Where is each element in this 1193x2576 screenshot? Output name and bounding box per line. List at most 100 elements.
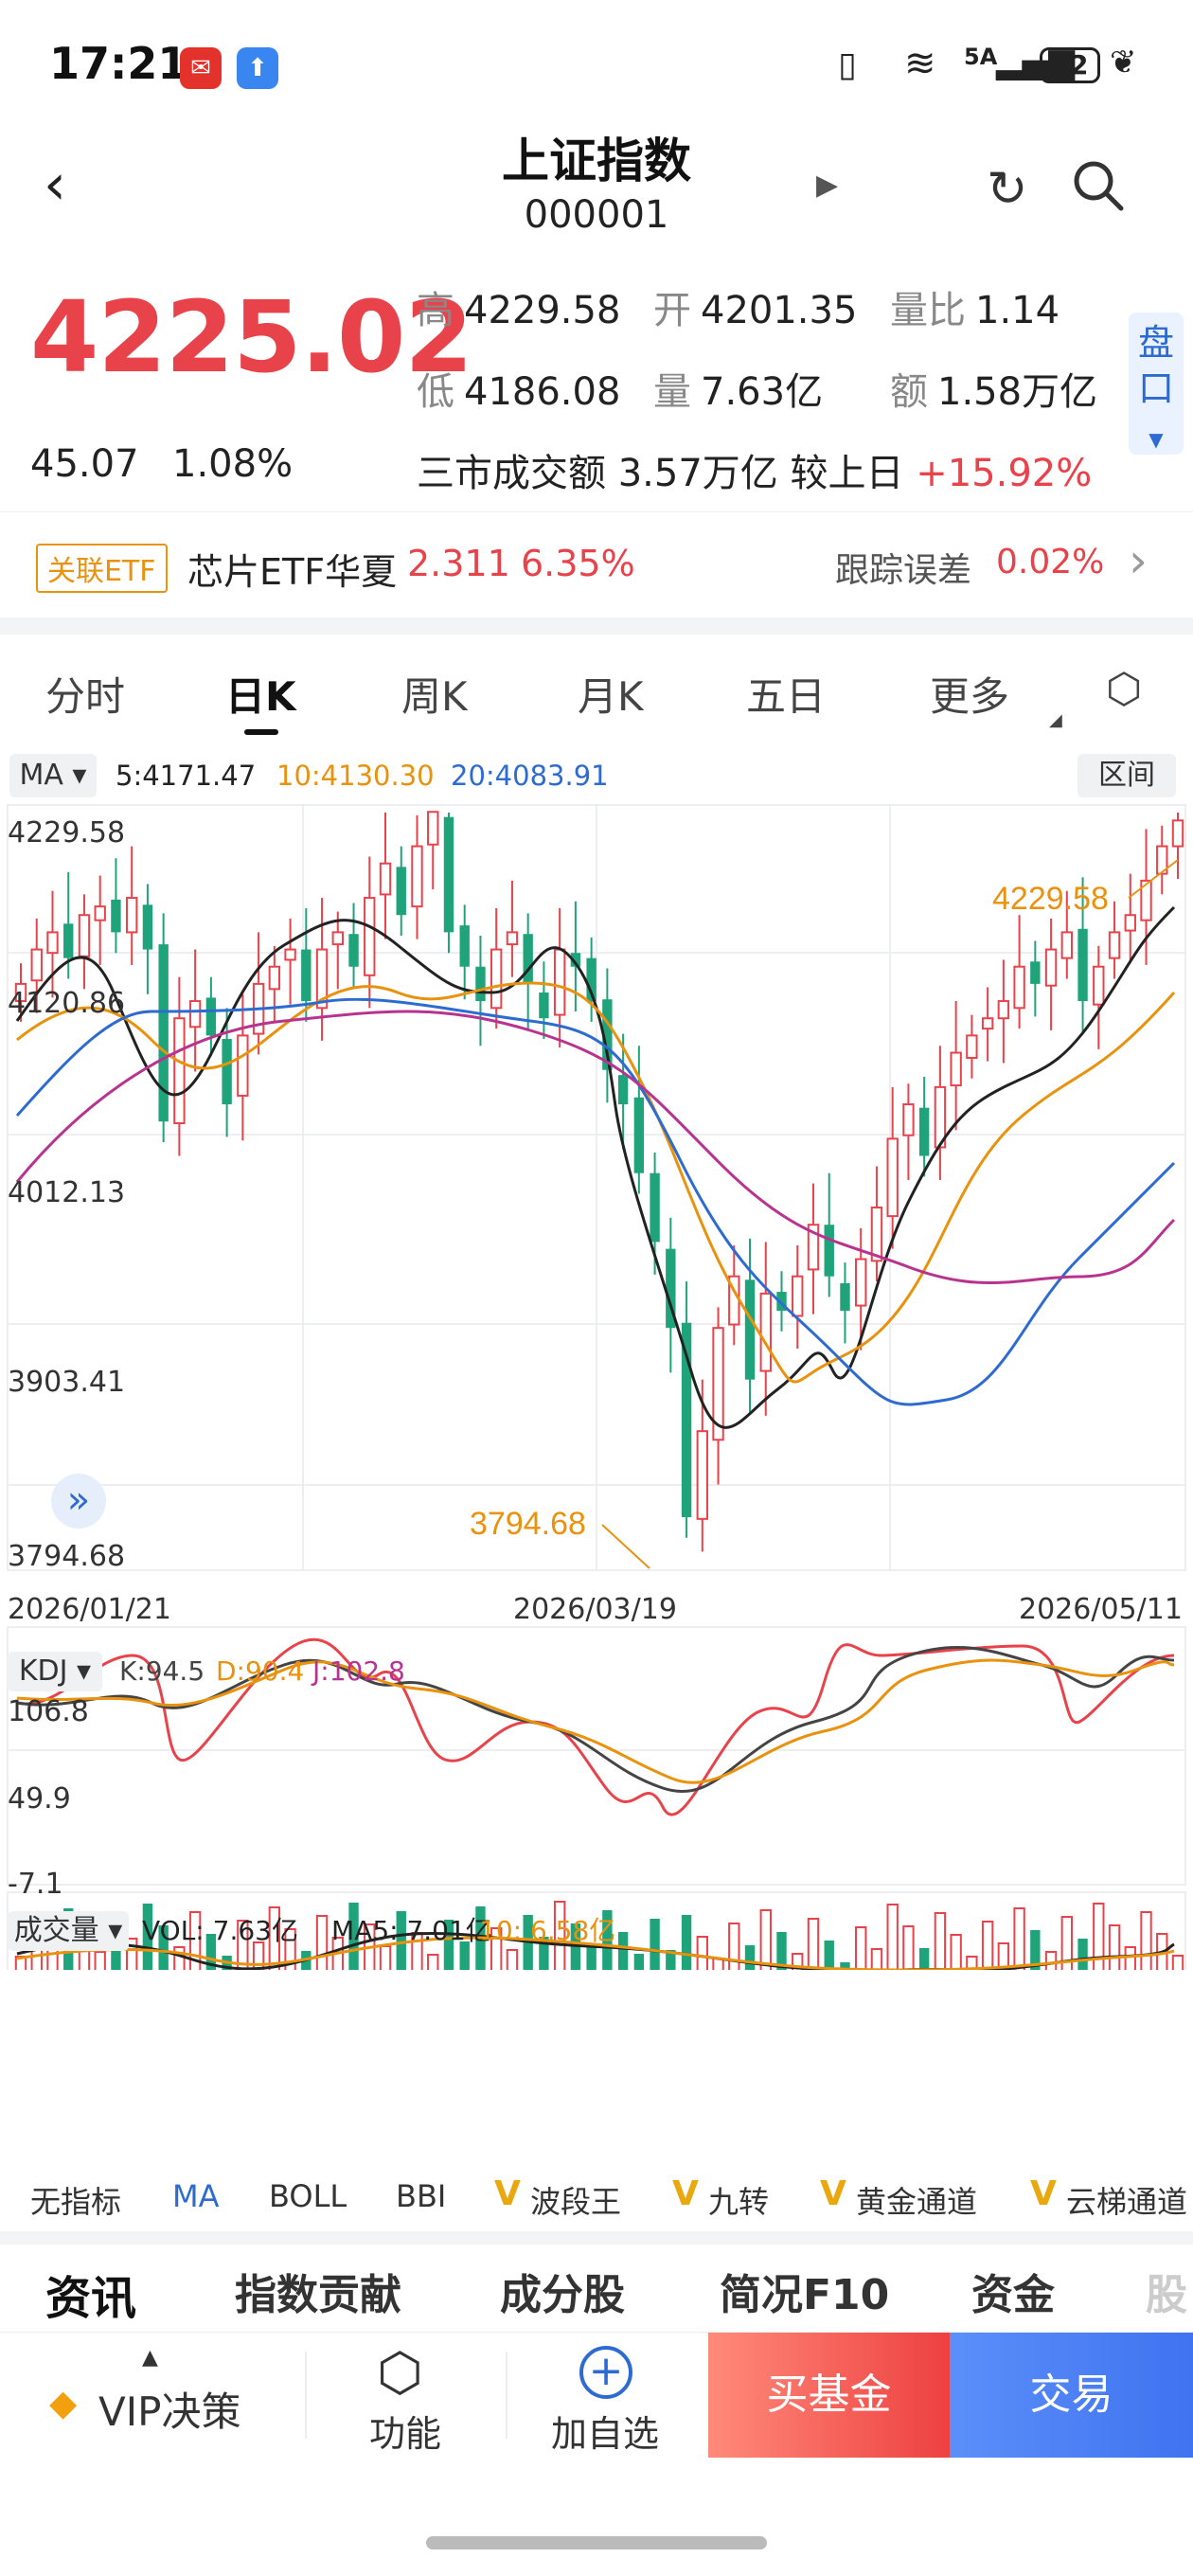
- etf-tag: 关联ETF: [36, 544, 168, 593]
- refresh-icon[interactable]: ↻: [987, 161, 1028, 218]
- divider: [0, 2231, 1193, 2245]
- leaf-icon: ❦: [1110, 44, 1137, 81]
- kdj-selector[interactable]: KDJ ▾: [8, 1652, 102, 1691]
- volume-bar: [158, 1925, 169, 1970]
- candle: [1156, 845, 1168, 875]
- ind-boduanwang[interactable]: 波段王: [530, 2184, 622, 2220]
- candle: [158, 944, 169, 1122]
- ma20-value: 20:4083.91: [451, 760, 609, 792]
- volume-bar: [94, 1951, 106, 1970]
- volume-bar: [886, 1904, 899, 1970]
- kline-svg[interactable]: 4229.58 3794.68: [0, 803, 1193, 1970]
- pankou-button[interactable]: 盘口 ▼: [1129, 313, 1184, 455]
- volume-bar: [633, 1954, 645, 1970]
- vip-decision-button[interactable]: ▲ ◆ VIP决策: [0, 2333, 303, 2458]
- candle: [1093, 965, 1105, 1006]
- candle: [301, 949, 312, 1002]
- candle: [315, 948, 329, 1010]
- divider: [305, 2352, 307, 2439]
- tab-contribution[interactable]: 指数贡献: [235, 2271, 401, 2319]
- search-icon[interactable]: [1070, 157, 1127, 218]
- tab-fenshi[interactable]: 分时: [45, 673, 126, 720]
- kline-chart-area: MA ▾ 5:4171.47 10:4130.30 20:4083.91 区间: [0, 748, 1193, 2226]
- tab-monthly-k[interactable]: 月K: [578, 673, 644, 720]
- open-field: 开 4201.35: [653, 279, 857, 334]
- ma-selector-label: MA: [19, 759, 63, 792]
- ind-boll[interactable]: BOLL: [269, 2178, 347, 2214]
- volume-bar: [997, 1942, 1010, 1970]
- etf-pct: 6.35%: [521, 543, 635, 584]
- kdj-j: J:102.8: [312, 1655, 405, 1687]
- ind-bbi[interactable]: BBI: [396, 2178, 447, 2214]
- tab-more[interactable]: 更多: [930, 673, 1010, 720]
- ind-huangjin[interactable]: 黄金通道: [856, 2184, 978, 2220]
- volume-bar: [348, 1903, 359, 1970]
- ratio-value: 1.14: [975, 289, 1060, 332]
- candle: [586, 957, 596, 1002]
- vip-v-icon: V: [494, 2174, 521, 2213]
- home-indicator[interactable]: [426, 2536, 767, 2549]
- ind-yunti[interactable]: 云梯通道: [1066, 2184, 1188, 2220]
- candle: [712, 1327, 724, 1441]
- volume-bar: [586, 1945, 596, 1970]
- amount-field: 额 1.58万亿: [890, 361, 1097, 416]
- ind-jiuzhuan[interactable]: 九转: [708, 2184, 770, 2220]
- high-label: 高: [417, 289, 454, 332]
- volume-bar: [125, 1938, 138, 1970]
- volume-bar: [1140, 1911, 1152, 1970]
- next-arrow-icon[interactable]: ▶: [816, 169, 839, 202]
- volume-bar: [1044, 1951, 1058, 1970]
- candle: [696, 1430, 708, 1520]
- tab-f10[interactable]: 简况F10: [720, 2271, 890, 2319]
- tab-weekly-k[interactable]: 周K: [401, 673, 468, 720]
- settings-icon[interactable]: ⬡: [1106, 665, 1143, 713]
- tab-stocks[interactable]: 股: [1146, 2271, 1187, 2319]
- tab-news[interactable]: 资讯: [45, 2272, 137, 2325]
- high-annotation: 4229.58: [992, 881, 1109, 917]
- etf-row[interactable]: 关联ETF 芯片ETF华夏 2.311 6.35% 跟踪误差 0.02% ›: [0, 511, 1193, 616]
- ma10-value: 10:4130.30: [276, 760, 435, 792]
- low-value: 4186.08: [464, 370, 621, 414]
- ind-ma[interactable]: MA: [172, 2178, 220, 2214]
- volume-bar: [443, 1920, 454, 1970]
- etf-price: 2.311: [407, 543, 510, 584]
- ma-selector[interactable]: MA ▾: [9, 754, 97, 797]
- kdj-axis-bottom: -7.1: [8, 1868, 63, 1901]
- date-mid: 2026/03/19: [513, 1593, 677, 1626]
- candle: [188, 1000, 202, 1029]
- trade-button[interactable]: 交易: [950, 2333, 1193, 2458]
- divider: [506, 2352, 507, 2439]
- tab-constituents[interactable]: 成分股: [500, 2271, 625, 2319]
- tab-daily-k[interactable]: 日K: [225, 673, 296, 720]
- candle: [94, 905, 106, 921]
- market-turnover: 三市成交额 3.57万亿 较上日 +15.92%: [417, 442, 1092, 497]
- ind-none[interactable]: 无指标: [30, 2184, 122, 2220]
- pankou-caret-icon: ▼: [1148, 428, 1164, 451]
- volume-bar: [284, 1928, 296, 1970]
- tab-five-day[interactable]: 五日: [746, 673, 827, 720]
- function-button[interactable]: ⬡ 功能: [307, 2333, 506, 2458]
- add-watchlist-button[interactable]: + 加自选: [507, 2333, 708, 2458]
- back-icon[interactable]: ‹: [44, 152, 66, 218]
- tab-funds[interactable]: 资金: [971, 2271, 1055, 2319]
- volume-selector[interactable]: 成交量 ▾: [8, 1911, 129, 1951]
- open-label: 开: [653, 289, 691, 332]
- candle: [475, 966, 486, 1002]
- candle: [490, 948, 503, 1010]
- volume-bar: [553, 1901, 566, 1970]
- volume-bar: [539, 1937, 549, 1970]
- candle: [30, 948, 43, 982]
- volume-bar: [1093, 1903, 1105, 1970]
- expand-icon[interactable]: »: [51, 1474, 106, 1529]
- quote-panel: 4225.02 45.07 1.08% 高 4229.58 开 4201.35 量比…: [0, 270, 1193, 507]
- ma5-line: [15, 905, 1176, 1429]
- range-button[interactable]: 区间: [1077, 754, 1176, 797]
- vip-label: VIP决策: [98, 2388, 241, 2435]
- battery-icon: 32: [1040, 47, 1100, 83]
- volume-bar: [617, 1932, 629, 1970]
- candle: [379, 862, 392, 896]
- chevron-right-icon: ›: [1129, 533, 1148, 588]
- candle: [111, 899, 121, 933]
- kdj-selector-label: KDJ: [18, 1655, 68, 1688]
- buy-fund-button[interactable]: 买基金: [708, 2333, 950, 2458]
